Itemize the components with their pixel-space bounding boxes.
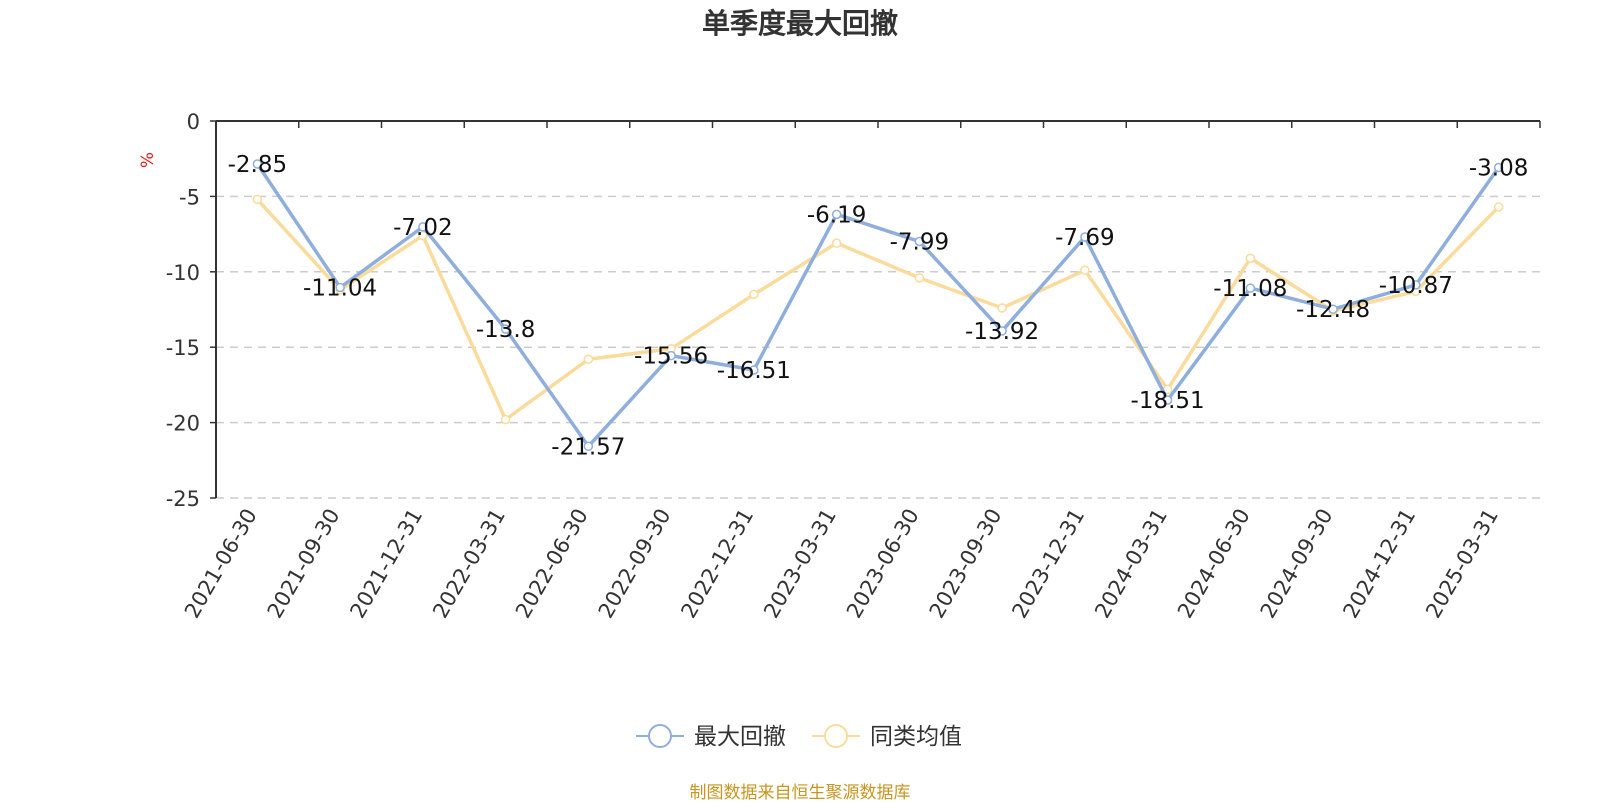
- x-tick-label: 2025-03-31: [1421, 505, 1503, 623]
- data-point-series2[interactable]: [914, 273, 925, 283]
- legend-marker-series2: [824, 724, 848, 748]
- legend-label-series2: 同类均值: [870, 724, 962, 750]
- data-point-series1[interactable]: [1328, 304, 1338, 314]
- data-point-series1[interactable]: [252, 159, 263, 169]
- data-label: -2.85: [228, 152, 288, 178]
- x-tick-label: 2021-06-30: [180, 505, 262, 623]
- data-label: -13.92: [965, 319, 1039, 345]
- data-label: -11.08: [1213, 276, 1287, 302]
- data-label: -13.8: [476, 317, 536, 343]
- x-tick-label: 2023-06-30: [842, 505, 924, 623]
- data-point-series1[interactable]: [749, 365, 759, 375]
- data-point-series2[interactable]: [583, 354, 594, 365]
- data-label: -12.48: [1296, 297, 1370, 323]
- data-label: -11.04: [303, 275, 377, 301]
- data-labels: -2.85 -11.04 -7.02 -13.8 -21.57 -15.56 -16.51 -…: [228, 152, 1529, 460]
- data-label: -21.57: [551, 434, 625, 460]
- x-tick-label: 2022-03-31: [428, 505, 510, 623]
- data-point-series2[interactable]: [1245, 253, 1256, 263]
- data-point-series1[interactable]: [1493, 162, 1504, 173]
- legend-item-series1[interactable]: 最大回撤: [636, 724, 786, 750]
- x-tick-label: 2022-09-30: [594, 505, 676, 623]
- data-point-series2[interactable]: [500, 414, 511, 425]
- data-label: -3.08: [1469, 155, 1529, 181]
- grid-lines: [216, 195, 1540, 499]
- y-tick-label: -10: [166, 261, 200, 285]
- series-line-1: [255, 163, 1501, 449]
- x-tick-label: 2023-09-30: [925, 505, 1007, 623]
- data-point-series2[interactable]: [749, 289, 759, 300]
- data-point-series1[interactable]: [335, 282, 345, 293]
- data-point-series1[interactable]: [1080, 232, 1090, 242]
- y-tick-label: -15: [166, 336, 200, 360]
- legend-item-series2[interactable]: 同类均值: [812, 724, 962, 750]
- data-label: -7.02: [393, 215, 453, 241]
- data-label: -7.69: [1055, 225, 1115, 251]
- y-tick-label: 0: [187, 110, 200, 134]
- y-tick-label: -25: [166, 487, 200, 511]
- legend-marker-series1: [648, 724, 672, 748]
- data-point-series2[interactable]: [252, 194, 263, 205]
- x-tick-label: 2024-09-30: [1256, 505, 1338, 623]
- data-point-series1[interactable]: [666, 350, 676, 361]
- x-tick-label: 2024-06-30: [1173, 505, 1255, 623]
- data-point-series2[interactable]: [1080, 265, 1090, 276]
- x-tick-label: 2023-03-31: [759, 505, 841, 623]
- series-line-2: [256, 198, 1500, 422]
- data-point-series2[interactable]: [997, 303, 1007, 313]
- data-point-series2[interactable]: [831, 238, 842, 248]
- data-label: -6.19: [807, 202, 867, 228]
- series-lines: [252, 159, 1504, 452]
- data-point-series1[interactable]: [1411, 280, 1421, 290]
- legend[interactable]: 最大回撤 同类均值: [636, 724, 962, 750]
- data-point-series2[interactable]: [1493, 202, 1504, 212]
- y-axis-unit-label: %: [138, 152, 158, 168]
- x-tick-label: 2024-03-31: [1090, 505, 1172, 623]
- data-point-series1[interactable]: [831, 209, 842, 220]
- x-tick-label: 2021-12-31: [345, 505, 427, 623]
- x-tick-label: 2023-12-31: [1007, 505, 1089, 623]
- x-tick-label: 2022-12-31: [676, 505, 758, 623]
- data-label: -7.99: [890, 229, 950, 255]
- data-label: -10.87: [1379, 273, 1453, 299]
- data-label: -16.51: [717, 358, 791, 384]
- data-point-series1[interactable]: [583, 441, 594, 452]
- x-tick-label: 2024-12-31: [1338, 505, 1420, 623]
- y-tick-label: -20: [166, 412, 200, 436]
- data-point-series1[interactable]: [1162, 395, 1173, 405]
- legend-label-series1: 最大回撤: [694, 724, 786, 750]
- data-label: -18.51: [1131, 388, 1205, 414]
- x-tick-label: 2022-06-30: [511, 505, 593, 623]
- data-label: -15.56: [634, 344, 708, 370]
- data-point-series1[interactable]: [1245, 283, 1256, 293]
- x-tick-label: 2021-09-30: [263, 505, 345, 623]
- data-point-series1[interactable]: [418, 222, 428, 232]
- data-point-series1[interactable]: [997, 326, 1007, 336]
- chart-title: 单季度最大回撤: [701, 7, 898, 40]
- y-tick-label: -5: [179, 185, 200, 209]
- data-point-series1[interactable]: [500, 324, 511, 334]
- data-point-series1[interactable]: [914, 236, 925, 247]
- source-note: 制图数据来自恒生聚源数据库: [689, 783, 911, 803]
